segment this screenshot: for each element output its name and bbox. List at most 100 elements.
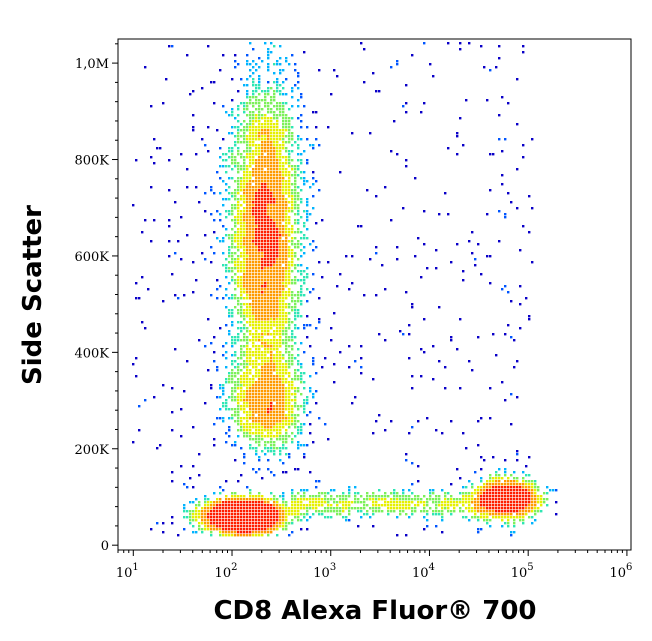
data-point [315,111,318,114]
data-point [261,432,264,435]
data-point [249,339,252,342]
data-point [237,258,240,261]
data-point [273,252,276,255]
data-point [240,345,243,348]
data-point [378,333,381,336]
data-point [285,117,288,120]
data-point [279,351,282,354]
data-point [249,156,252,159]
data-point [279,171,282,174]
data-point [270,264,273,267]
data-point [297,369,300,372]
data-point [294,315,297,318]
data-point [285,201,288,204]
data-point [258,78,261,81]
data-point [228,525,231,528]
data-point [285,186,288,189]
data-point [261,534,264,537]
data-point [300,528,303,531]
data-point [249,291,252,294]
data-point [279,279,282,282]
data-point [498,492,501,495]
data-point [246,414,249,417]
data-point [303,399,306,402]
data-point [423,528,426,531]
data-point [396,495,399,498]
data-point [243,273,246,276]
data-point [192,516,195,519]
data-point [252,366,255,369]
data-point [264,360,267,363]
data-point [261,429,264,432]
data-point [252,264,255,267]
data-point [225,276,228,279]
y-tick-label: 1,0M [75,57,109,72]
data-point [525,474,528,477]
data-point [246,288,249,291]
data-point [255,369,258,372]
data-point [153,396,156,399]
data-point [378,504,381,507]
data-point [288,522,291,525]
data-point [279,384,282,387]
data-point [270,204,273,207]
data-point [489,525,492,528]
data-point [264,228,267,231]
data-point [264,354,267,357]
data-point [282,201,285,204]
data-point [237,267,240,270]
data-point [216,525,219,528]
data-point [258,195,261,198]
data-point [255,411,258,414]
data-point [294,369,297,372]
data-point [294,498,297,501]
data-point [519,495,522,498]
data-point [252,354,255,357]
data-point [285,312,288,315]
data-point [267,192,270,195]
data-point [249,69,252,72]
data-point [333,489,336,492]
data-point [234,252,237,255]
data-point [261,387,264,390]
data-point [312,207,315,210]
data-point [294,174,297,177]
data-point [264,255,267,258]
data-point [426,417,429,420]
data-point [255,261,258,264]
data-point [255,258,258,261]
data-point [231,153,234,156]
data-point [267,168,270,171]
data-point [204,513,207,516]
data-point [249,132,252,135]
data-point [504,480,507,483]
data-point [279,438,282,441]
data-point [276,90,279,93]
data-point [231,393,234,396]
data-point [228,504,231,507]
data-point [201,138,204,141]
data-point [504,510,507,513]
data-point [411,483,414,486]
data-point [306,219,309,222]
data-point [270,498,273,501]
data-point [264,381,267,384]
data-point [522,483,525,486]
data-point [501,504,504,507]
data-point [261,228,264,231]
data-point [510,423,513,426]
data-point [234,141,237,144]
data-point [135,297,138,300]
data-point [207,516,210,519]
data-point [531,498,534,501]
data-point [267,381,270,384]
data-point [279,183,282,186]
data-point [504,474,507,477]
data-point [489,189,492,192]
data-point [294,420,297,423]
data-point [279,111,282,114]
data-point [135,159,138,162]
data-point [240,330,243,333]
data-point [270,300,273,303]
data-point [273,279,276,282]
